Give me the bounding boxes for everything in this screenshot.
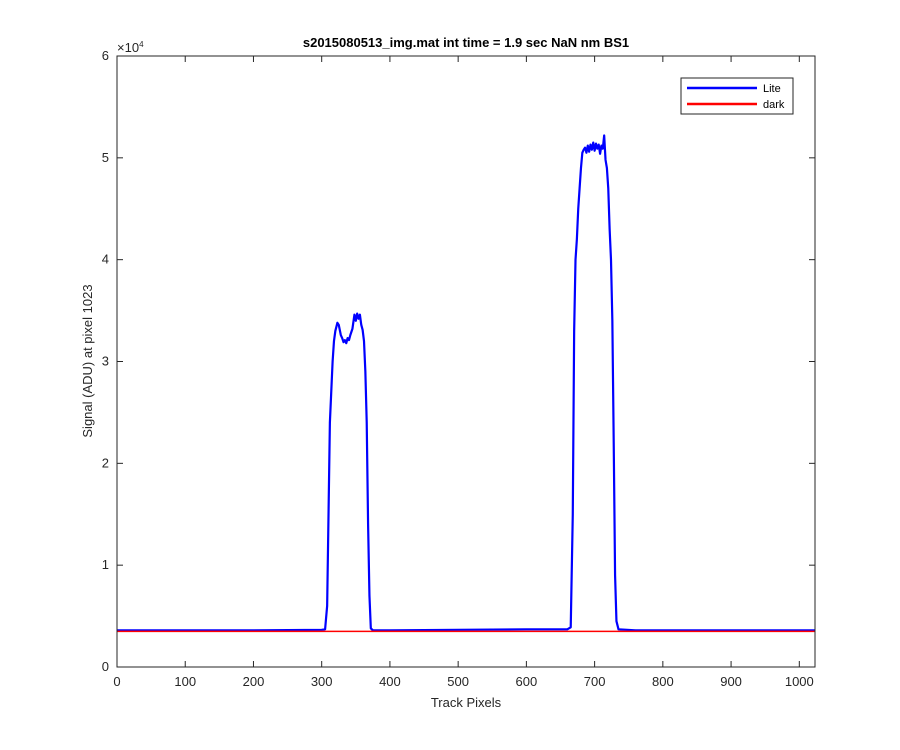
x-tick-label: 400 [379,674,401,689]
x-tick-label: 500 [447,674,469,689]
y-tick-label: 5 [102,150,109,165]
legend: Lite dark [680,77,794,115]
x-tick-label: 800 [652,674,674,689]
y-ticks: 0 1 2 3 4 5 6 [102,48,815,674]
x-tick-label: 300 [311,674,333,689]
x-tick-label: 1000 [785,674,814,689]
y-tick-label: 6 [102,48,109,63]
x-tick-label: 0 [113,674,120,689]
x-tick-label: 900 [720,674,742,689]
y-tick-label: 0 [102,659,109,674]
series-line-lite [117,134,815,632]
x-tick-label: 700 [584,674,606,689]
y-tick-label: 3 [102,354,109,369]
y-tick-label: 1 [102,557,109,572]
y-tick-label: 4 [102,252,109,267]
legend-box [680,77,794,115]
y-tick-label: 2 [102,455,109,470]
legend-label-lite: Lite [763,83,781,95]
plot-area [117,56,815,667]
x-tick-label: 200 [243,674,265,689]
legend-label-dark: dark [763,99,785,111]
series-layer [117,134,815,633]
chart-title: s2015080513_img.mat int time = 1.9 sec N… [303,35,629,50]
x-tick-label: 100 [174,674,196,689]
x-axis-label: Track Pixels [431,695,502,710]
y-exponent-label: ×104 [117,40,144,55]
x-ticks: 0 100 200 300 400 500 600 700 800 900 1000 [113,56,814,689]
y-axis-label: Signal (ADU) at pixel 1023 [80,284,95,437]
x-tick-label: 600 [516,674,538,689]
